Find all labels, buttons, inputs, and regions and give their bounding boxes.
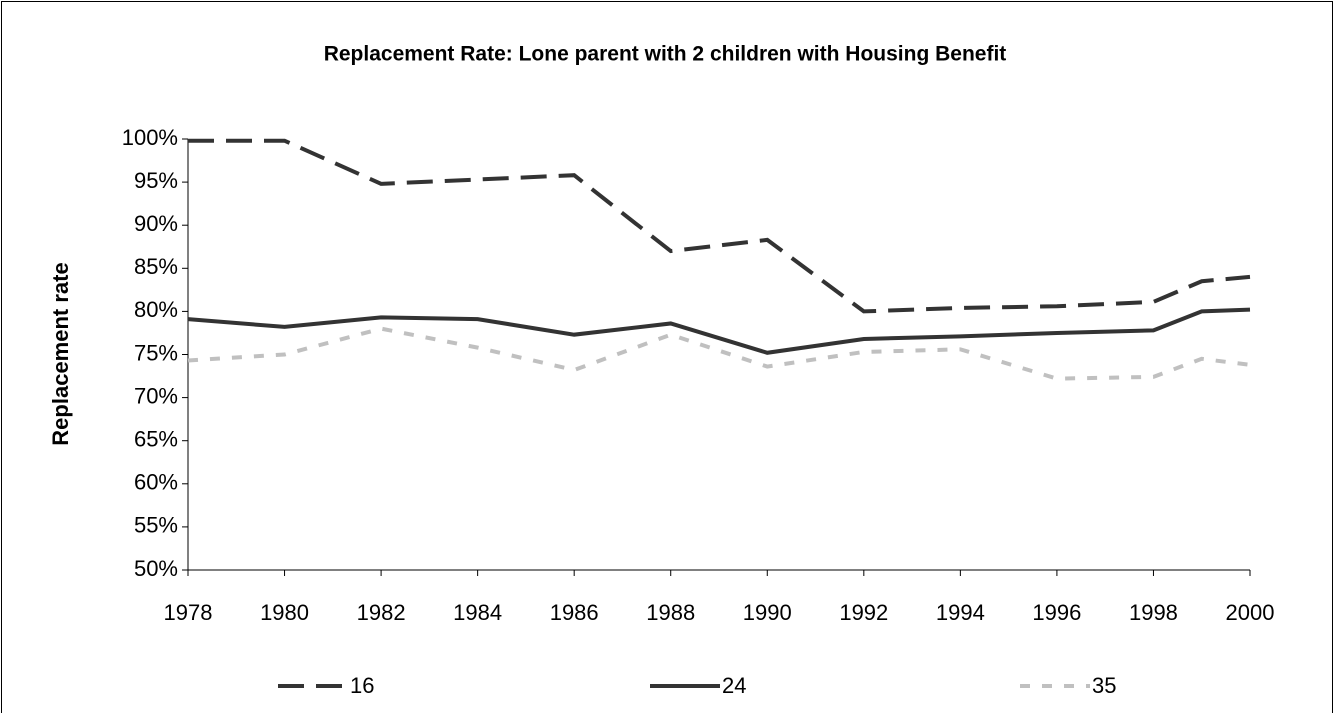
x-tick-label: 1984 <box>453 600 502 625</box>
y-tick-label: 95% <box>134 168 178 193</box>
y-tick-label: 60% <box>134 470 178 495</box>
x-tick-label: 1988 <box>646 600 695 625</box>
x-tick-label: 1998 <box>1129 600 1178 625</box>
x-tick-label: 1978 <box>164 600 213 625</box>
y-tick-label: 50% <box>134 556 178 581</box>
legend-label: 24 <box>722 673 746 698</box>
x-tick-label: 1992 <box>839 600 888 625</box>
y-tick-label: 90% <box>134 211 178 236</box>
series-line <box>187 326 1251 381</box>
series-line <box>188 138 1251 314</box>
x-tick-label: 1986 <box>550 600 599 625</box>
x-tick-label: 1990 <box>743 600 792 625</box>
y-tick-label: 55% <box>134 513 178 538</box>
series-line <box>187 307 1251 355</box>
y-tick-label: 70% <box>134 383 178 408</box>
y-tick-label: 80% <box>134 297 178 322</box>
x-tick-label: 2000 <box>1226 600 1275 625</box>
x-tick-label: 1994 <box>936 600 985 625</box>
y-axis-label: Replacement rate <box>48 262 73 445</box>
x-tick-label: 1982 <box>357 600 406 625</box>
chart-title: Replacement Rate: Lone parent with 2 chi… <box>324 43 1007 66</box>
x-tick-label: 1996 <box>1032 600 1081 625</box>
x-tick-label: 1980 <box>260 600 309 625</box>
legend-label: 16 <box>350 673 374 698</box>
y-tick-label: 75% <box>134 340 178 365</box>
y-tick-label: 85% <box>134 254 178 279</box>
y-tick-label: 65% <box>134 427 178 452</box>
y-tick-label: 100% <box>122 125 178 150</box>
legend-label: 35 <box>1092 673 1116 698</box>
